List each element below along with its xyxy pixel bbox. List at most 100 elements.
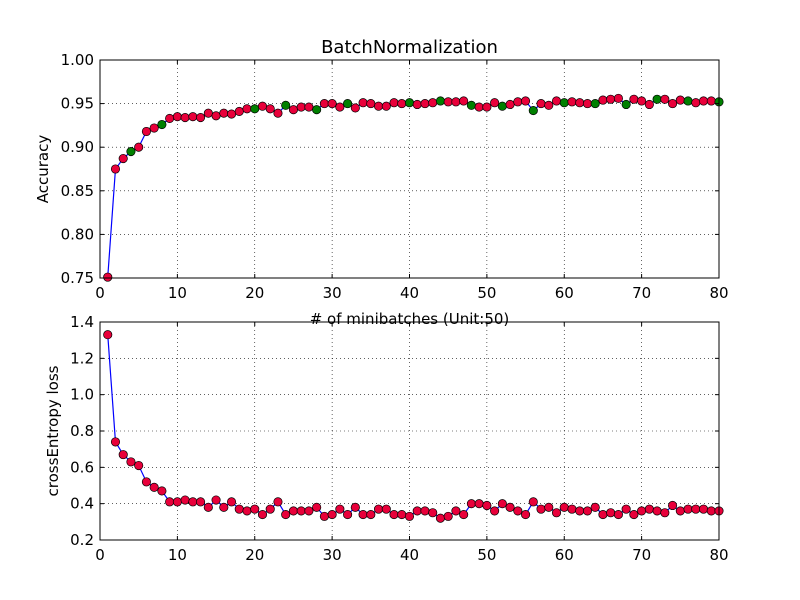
accuracy-data-point xyxy=(606,94,616,104)
loss-data-point xyxy=(598,510,608,520)
loss-data-point xyxy=(459,510,469,520)
accuracy-data-point xyxy=(420,99,430,109)
accuracy-x-tick-label: 0 xyxy=(95,284,105,302)
loss-y-tick-label: 1.0 xyxy=(70,386,94,404)
loss-data-point xyxy=(435,513,445,523)
loss-y-tick-label: 0.6 xyxy=(70,458,94,476)
loss-data-point xyxy=(373,504,384,514)
loss-data-point xyxy=(103,330,113,340)
loss-data-point xyxy=(652,506,662,516)
loss-data-point xyxy=(567,504,577,514)
loss-data-point xyxy=(196,497,206,507)
accuracy-data-point xyxy=(381,101,391,111)
accuracy-x-tick-label: 50 xyxy=(477,284,496,302)
accuracy-data-point xyxy=(234,106,244,116)
accuracy-highlighted-point xyxy=(466,100,476,110)
accuracy-data-point xyxy=(698,96,709,106)
loss-data-point xyxy=(644,504,654,514)
accuracy-highlighted-point xyxy=(126,147,136,157)
loss-data-point xyxy=(296,506,306,516)
accuracy-data-point xyxy=(660,94,670,104)
loss-x-ticks: 0 10 20 30 40 50 60 70 80 xyxy=(95,322,729,564)
loss-data-point xyxy=(366,510,376,520)
accuracy-highlighted-point xyxy=(590,99,600,109)
loss-data-point xyxy=(319,511,329,521)
loss-data-point xyxy=(180,495,190,505)
loss-data-point xyxy=(157,486,167,496)
accuracy-data-point xyxy=(551,96,562,106)
accuracy-data-point xyxy=(257,101,268,111)
loss-data-point xyxy=(629,510,639,520)
accuracy-highlighted-point xyxy=(559,98,569,108)
loss-data-point xyxy=(698,504,709,514)
loss-data-point xyxy=(281,510,291,520)
loss-data-point xyxy=(188,497,198,507)
accuracy-highlighted-point xyxy=(343,99,353,109)
accuracy-y-tick-label: 1.00 xyxy=(61,51,94,69)
accuracy-x-tick-label: 30 xyxy=(323,284,342,302)
loss-data-point xyxy=(389,510,399,520)
loss-x-tick-label: 80 xyxy=(709,546,728,564)
loss-data-point xyxy=(590,502,600,512)
accuracy-data-point xyxy=(706,96,716,106)
accuracy-data-point xyxy=(265,104,275,114)
accuracy-data-point xyxy=(304,102,314,112)
loss-data-point xyxy=(706,506,716,516)
accuracy-x-tick-label: 80 xyxy=(709,284,728,302)
accuracy-data-point xyxy=(412,99,422,110)
accuracy-highlighted-point xyxy=(157,119,167,130)
loss-x-tick-label: 0 xyxy=(95,546,105,564)
accuracy-highlighted-point xyxy=(435,96,445,106)
loss-data-point xyxy=(226,497,237,507)
accuracy-y-tick-label: 0.85 xyxy=(61,182,94,200)
loss-data-point xyxy=(257,510,268,520)
accuracy-x-tick-label: 20 xyxy=(245,284,264,302)
loss-x-tick-label: 40 xyxy=(400,546,419,564)
accuracy-data-point xyxy=(319,99,329,109)
loss-data-point xyxy=(505,502,515,512)
accuracy-data-point xyxy=(513,97,523,107)
loss-data-point xyxy=(451,506,461,516)
accuracy-x-tick-label: 70 xyxy=(632,284,651,302)
loss-data-point xyxy=(118,450,128,460)
loss-series xyxy=(103,330,724,523)
loss-data-point xyxy=(660,508,670,518)
loss-data-point xyxy=(404,511,415,521)
accuracy-data-point xyxy=(521,96,531,106)
accuracy-highlighted-point xyxy=(683,96,693,106)
loss-data-point xyxy=(521,510,531,520)
loss-data-point xyxy=(621,504,631,514)
loss-data-point xyxy=(474,499,484,509)
accuracy-data-point xyxy=(544,100,554,110)
accuracy-chart-title: BatchNormalization xyxy=(321,37,498,58)
loss-data-point xyxy=(219,502,229,512)
loss-data-point xyxy=(358,510,368,520)
accuracy-data-point xyxy=(196,113,206,123)
accuracy-x-axis-label: # of minibatches (Unit:50) xyxy=(310,310,510,328)
loss-data-point xyxy=(466,499,476,509)
accuracy-data-point xyxy=(459,96,469,106)
loss-data-point xyxy=(141,477,151,487)
loss-y-tick-label: 1.4 xyxy=(70,313,94,331)
loss-data-point xyxy=(312,502,322,512)
accuracy-highlighted-point xyxy=(497,101,507,111)
loss-x-tick-label: 50 xyxy=(477,546,496,564)
loss-data-point xyxy=(613,510,623,520)
accuracy-data-point xyxy=(482,102,492,112)
accuracy-data-point xyxy=(613,93,623,103)
accuracy-data-point xyxy=(637,96,647,106)
accuracy-data-point xyxy=(428,98,438,108)
loss-data-point xyxy=(482,500,492,511)
accuracy-data-point xyxy=(582,99,593,109)
loss-data-point xyxy=(242,506,252,516)
loss-chart: 0 10 20 30 40 50 60 70 80 0.20.40.60.81.01.21.4 … xyxy=(44,313,729,564)
loss-data-point xyxy=(126,457,136,467)
loss-data-point xyxy=(497,499,507,509)
accuracy-data-point xyxy=(451,97,461,107)
accuracy-data-point xyxy=(389,98,399,108)
accuracy-data-point xyxy=(598,95,608,105)
accuracy-data-point xyxy=(567,97,577,107)
accuracy-data-point xyxy=(668,99,678,109)
accuracy-x-tick-label: 10 xyxy=(168,284,187,302)
